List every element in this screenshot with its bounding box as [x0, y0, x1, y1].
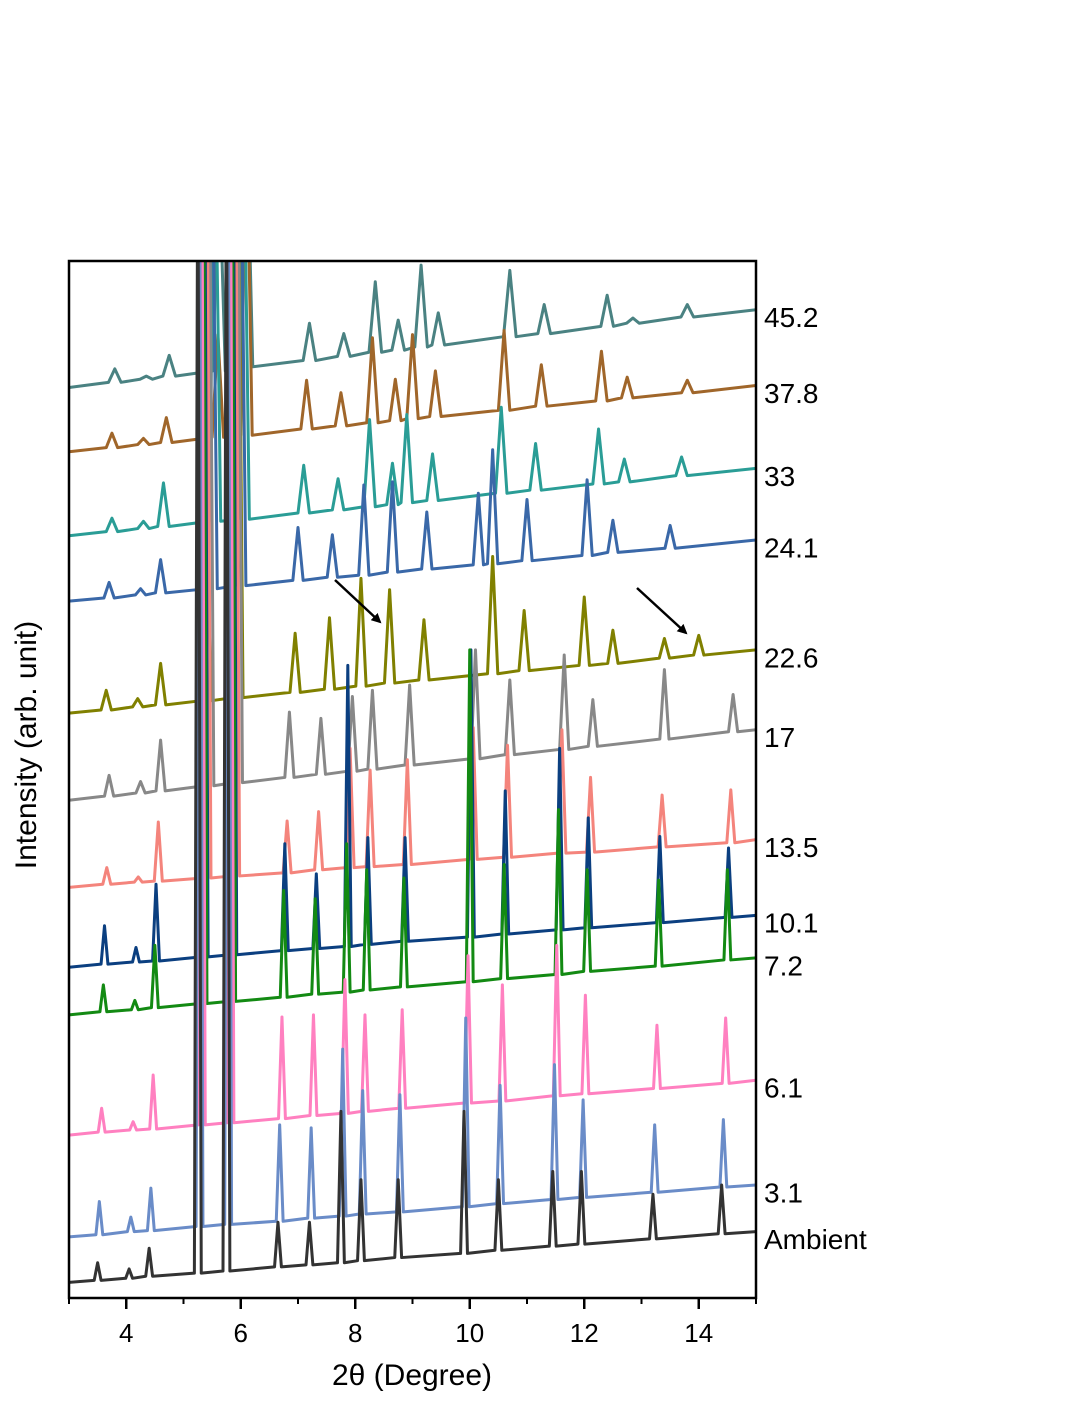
series-label: 22.6 [764, 642, 819, 673]
series-label: 24.1 [764, 532, 819, 563]
series-label: 6.1 [764, 1073, 803, 1104]
x-tick-label: 14 [684, 1318, 713, 1348]
pattern-line [69, 261, 756, 1017]
traces [69, 261, 756, 1284]
pattern-line [69, 261, 756, 802]
pattern-line [69, 261, 756, 1137]
pattern-line [69, 261, 756, 1239]
series-label: 3.1 [764, 1177, 803, 1208]
x-tick-label: 10 [455, 1318, 484, 1348]
series-label: 33 [764, 461, 795, 492]
pattern-line [69, 261, 756, 715]
series-label: 10.1 [764, 908, 819, 939]
series-label: Ambient [764, 1224, 867, 1255]
pattern-line [69, 261, 756, 389]
pattern-line [69, 261, 756, 1284]
series-label: 17 [764, 722, 795, 753]
series-label: 7.2 [764, 950, 803, 981]
annotation-arrow [334, 579, 382, 624]
x-tick-label: 4 [119, 1318, 133, 1348]
pattern-line [69, 261, 756, 889]
x-tick-label: 6 [234, 1318, 248, 1348]
pattern-line [69, 261, 756, 454]
pattern-line [69, 261, 756, 538]
x-tick-label: 8 [348, 1318, 362, 1348]
x-axis-label: 2θ (Degree) [332, 1359, 492, 1392]
series-label: 37.8 [764, 378, 819, 409]
pattern-line [69, 261, 756, 603]
x-tick-label: 12 [570, 1318, 599, 1348]
y-axis-label: Intensity (arb. unit) [10, 621, 43, 869]
series-label: 13.5 [764, 832, 819, 863]
series-label: 45.2 [764, 302, 819, 333]
pattern-line [69, 261, 756, 969]
annotation-arrow [636, 587, 688, 635]
